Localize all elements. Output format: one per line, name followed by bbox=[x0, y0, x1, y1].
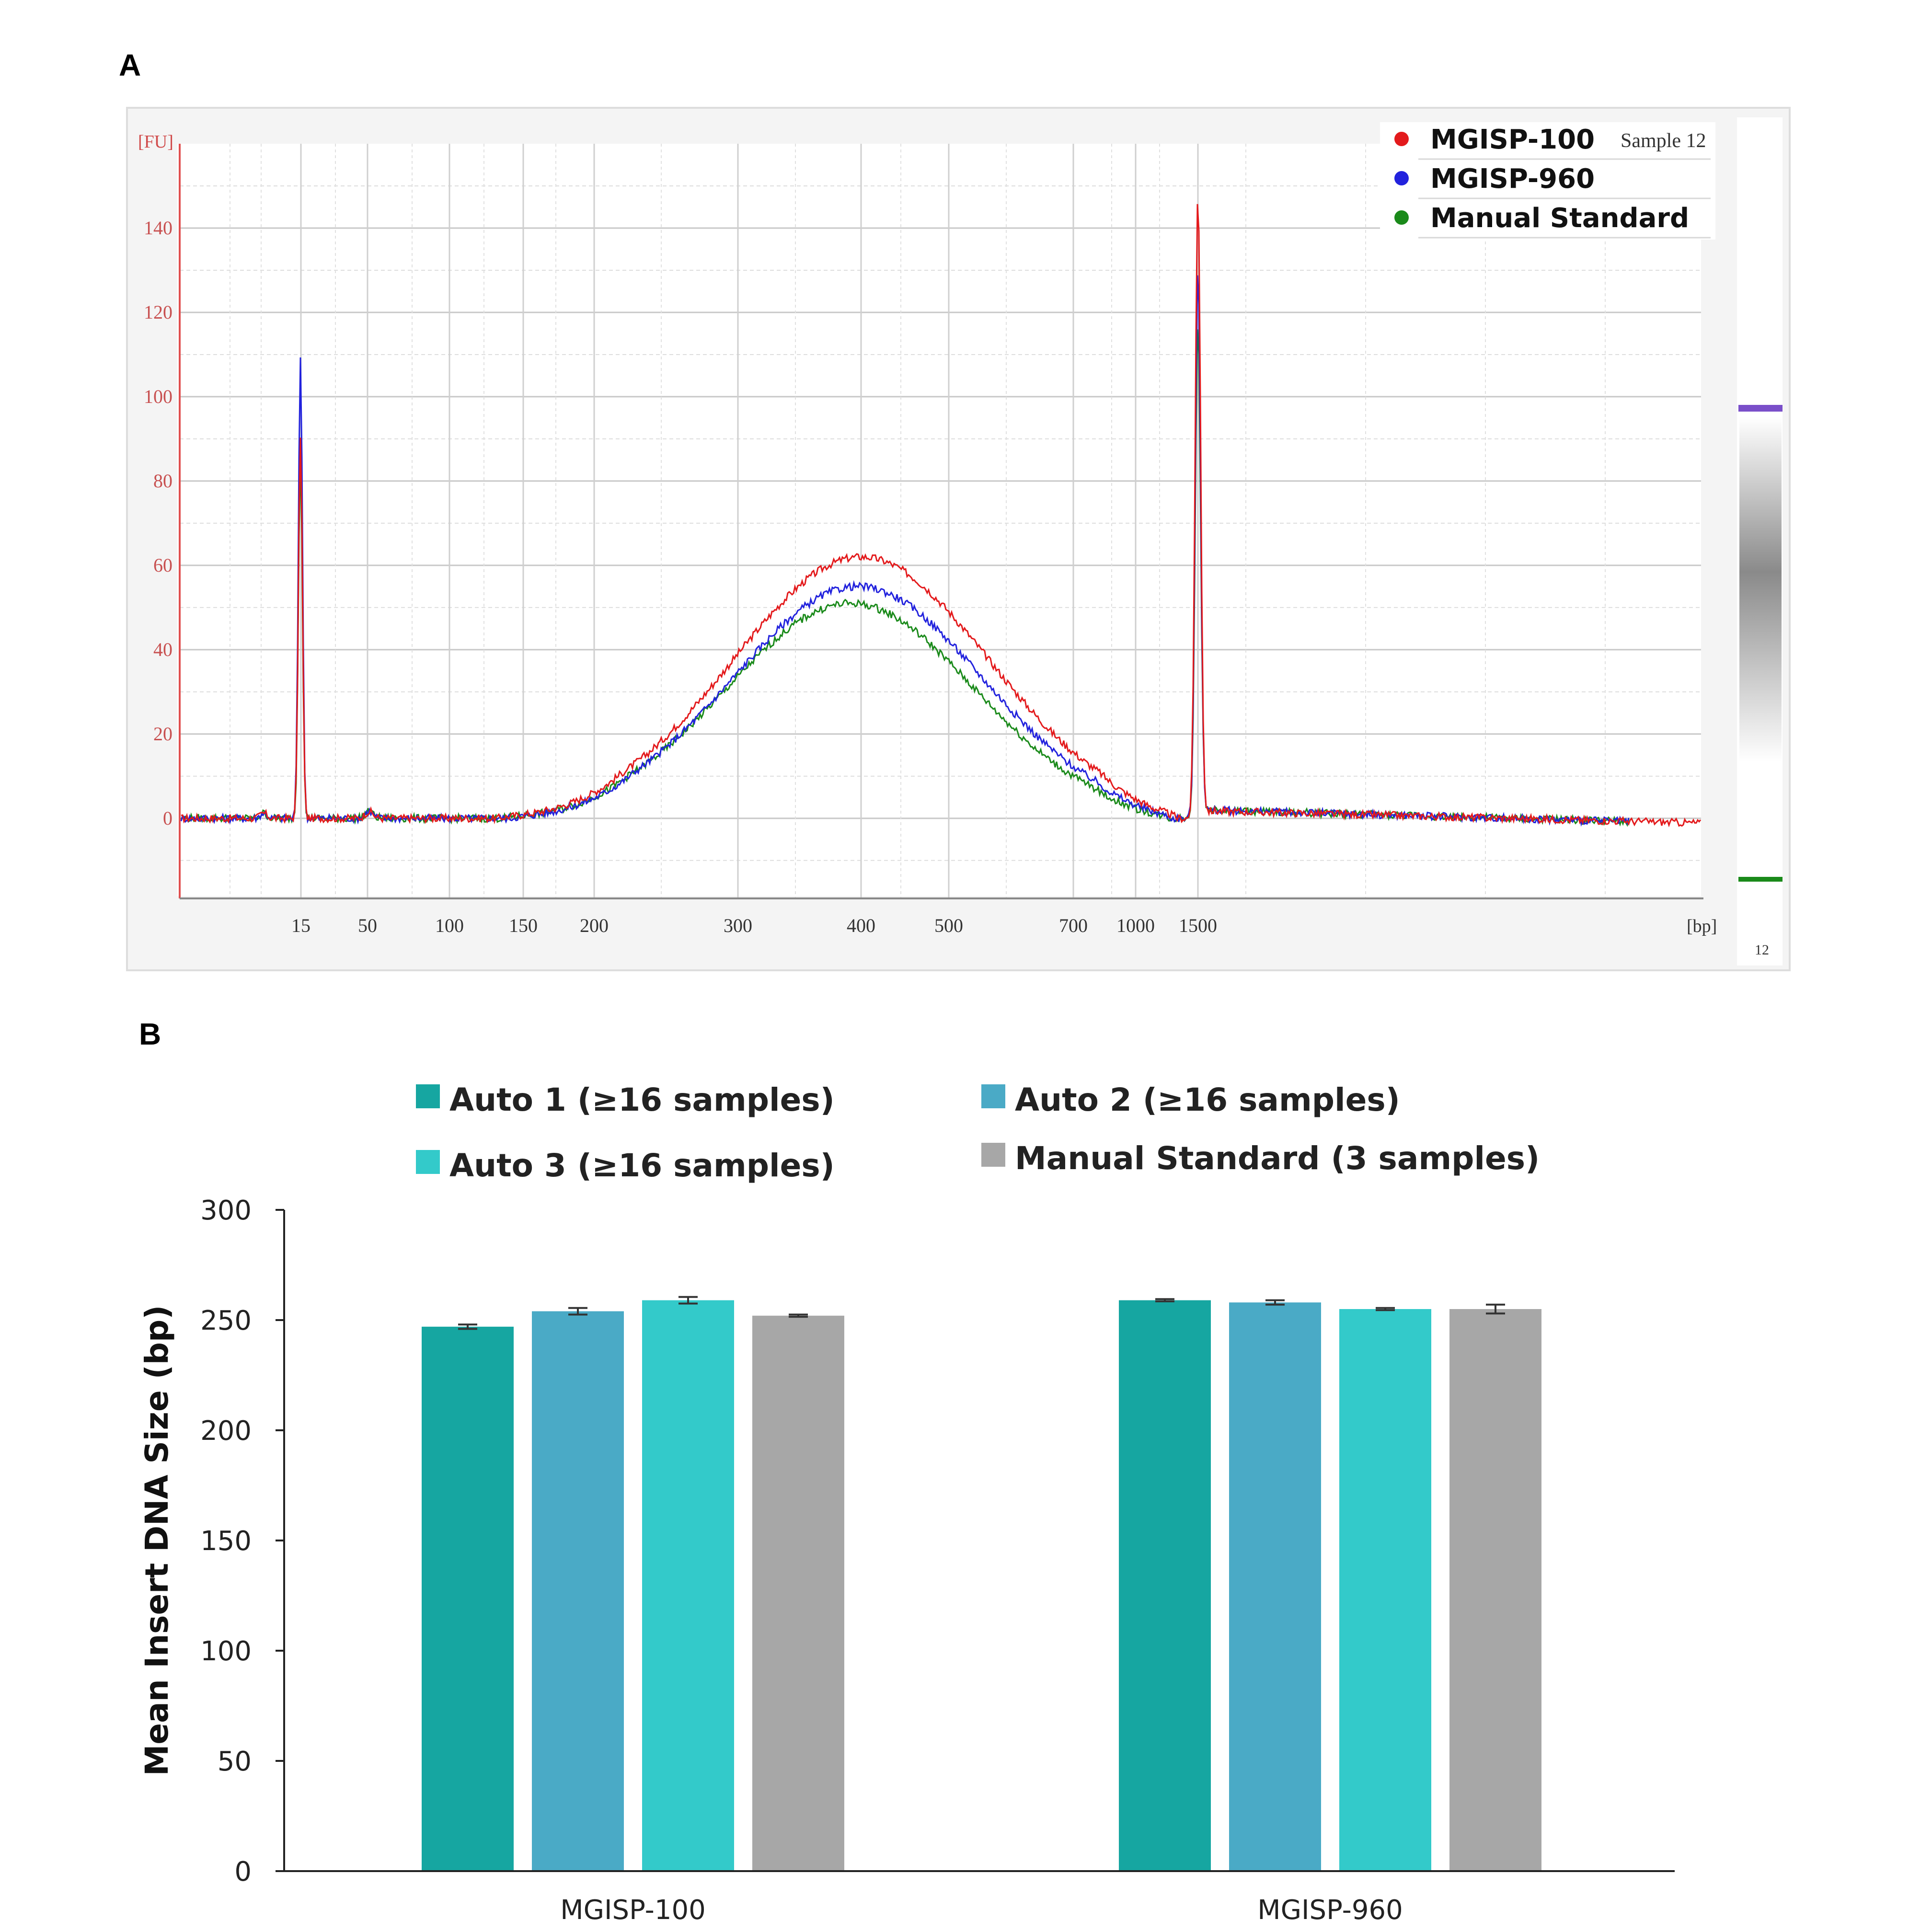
bar-legend-swatch bbox=[981, 1143, 1005, 1167]
bar-x-labels: MGISP-100 MGISP-960 bbox=[560, 1895, 1403, 1926]
bar-legend-label: Auto 1 (≥16 samples) bbox=[449, 1081, 835, 1118]
grid bbox=[180, 144, 1701, 898]
gel-upper-band bbox=[1738, 405, 1782, 412]
lane-label: 12 bbox=[1755, 942, 1769, 958]
bar bbox=[752, 1315, 844, 1871]
bar-legend-swatch bbox=[416, 1150, 440, 1174]
electropherogram-legend: MGISP-100 MGISP-960 Manual Standard bbox=[1380, 122, 1715, 240]
legend-marker bbox=[1394, 132, 1409, 146]
bar-category-label: MGISP-100 bbox=[560, 1895, 705, 1926]
panel-label-a: A bbox=[119, 48, 141, 82]
trace-mgisp-100 bbox=[181, 204, 1702, 828]
y-tick-label: 60 bbox=[153, 554, 172, 576]
legend-label: MGISP-960 bbox=[1430, 163, 1595, 195]
legend-marker bbox=[1394, 171, 1409, 185]
bar-y-ticks: 0 50 100 150 200 250 300 bbox=[200, 1195, 284, 1887]
x-tick-label: 1500 bbox=[1179, 915, 1217, 936]
x-tick-label: 100 bbox=[435, 915, 464, 936]
bar bbox=[1119, 1300, 1211, 1871]
legend-label: MGISP-100 bbox=[1430, 124, 1595, 155]
bar-y-tick-label: 250 bbox=[200, 1305, 252, 1336]
gel-smear bbox=[1739, 417, 1782, 762]
bar-y-tick-label: 200 bbox=[200, 1415, 252, 1447]
y-tick-labels: 0 20 40 60 80 100 120 140 bbox=[144, 217, 172, 829]
y-tick-label: 140 bbox=[144, 217, 172, 239]
traces bbox=[180, 204, 1702, 828]
y-tick-label: 100 bbox=[144, 386, 172, 407]
y-tick-label: 80 bbox=[153, 470, 172, 492]
bar-legend-label: Manual Standard (3 samples) bbox=[1015, 1140, 1540, 1177]
bar-y-tick-label: 0 bbox=[234, 1856, 252, 1887]
x-tick-label: 150 bbox=[509, 915, 538, 936]
x-tick-label: 400 bbox=[847, 915, 875, 936]
y-unit-label: [FU] bbox=[138, 132, 173, 152]
y-tick-label: 40 bbox=[153, 639, 172, 660]
x-tick-label: 300 bbox=[724, 915, 752, 936]
bar-legend: Auto 1 (≥16 samples) Auto 2 (≥16 samples)… bbox=[416, 1081, 1540, 1184]
electropherogram: 0 20 40 60 80 100 120 140 15 50 100 150 200 300 400 50… bbox=[126, 107, 1791, 971]
bar bbox=[1229, 1302, 1321, 1871]
bar bbox=[532, 1311, 624, 1871]
bar bbox=[1339, 1309, 1431, 1871]
x-tick-label: 200 bbox=[580, 915, 609, 936]
plot-area bbox=[177, 144, 1701, 896]
bar-legend-swatch bbox=[981, 1084, 1005, 1108]
bar-y-tick-label: 50 bbox=[218, 1746, 252, 1777]
bar-legend-swatch bbox=[416, 1084, 440, 1108]
bar bbox=[642, 1300, 734, 1871]
x-tick-label: 500 bbox=[934, 915, 963, 936]
x-tick-labels: 15 50 100 150 200 300 400 500 700 1000 1500 bbox=[291, 915, 1217, 936]
bar bbox=[422, 1326, 514, 1871]
bar-y-tick-label: 300 bbox=[200, 1195, 252, 1226]
sample-label: Sample 12 bbox=[1621, 130, 1706, 152]
bar-y-tick-label: 150 bbox=[200, 1526, 252, 1557]
legend-label: Manual Standard bbox=[1430, 203, 1689, 234]
panel-label-b: B bbox=[139, 1017, 161, 1051]
y-tick-label: 0 bbox=[163, 807, 172, 829]
bar-y-axis-label: Mean Insert DNA Size (bp) bbox=[138, 1305, 175, 1776]
y-tick-label: 20 bbox=[153, 723, 172, 745]
x-unit-label: [bp] bbox=[1687, 916, 1717, 936]
x-tick-label: 700 bbox=[1059, 915, 1088, 936]
y-tick-label: 120 bbox=[144, 301, 172, 323]
legend-box bbox=[1380, 122, 1715, 240]
bar-y-tick-label: 100 bbox=[200, 1636, 252, 1667]
x-tick-label: 15 bbox=[291, 915, 310, 936]
bar-chart: Auto 1 (≥16 samples) Auto 2 (≥16 samples)… bbox=[138, 1081, 1675, 1926]
bars bbox=[422, 1296, 1541, 1871]
bar-legend-label: Auto 3 (≥16 samples) bbox=[449, 1147, 835, 1184]
x-tick-label: 1000 bbox=[1116, 915, 1155, 936]
bar-legend-label: Auto 2 (≥16 samples) bbox=[1015, 1081, 1400, 1118]
bar-category-label: MGISP-960 bbox=[1257, 1895, 1403, 1926]
gel-lower-band bbox=[1738, 877, 1782, 882]
legend-marker bbox=[1394, 210, 1409, 225]
bar bbox=[1449, 1309, 1541, 1871]
x-tick-label: 50 bbox=[358, 915, 377, 936]
